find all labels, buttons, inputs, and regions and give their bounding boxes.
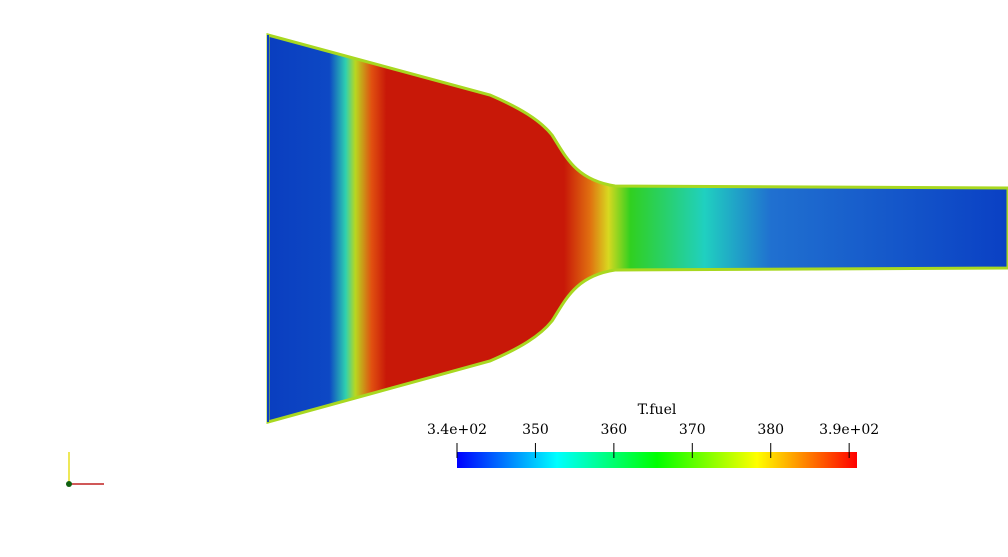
tick-label: 370 [679,422,706,438]
z-axis-dot [66,481,72,487]
tick-label: 350 [522,422,549,438]
tick-label: 360 [600,422,627,438]
tick-label: 3.9e+02 [819,422,879,438]
color-bar [457,452,857,468]
color-legend: T.fuel 3.4e+02 350 360 370 380 3.9e+02 [427,402,879,468]
nozzle-surface [266,33,1008,424]
orientation-axes [66,452,104,487]
tick-label: 3.4e+02 [427,422,487,438]
legend-title: T.fuel [638,402,677,418]
tick-label: 380 [757,422,784,438]
